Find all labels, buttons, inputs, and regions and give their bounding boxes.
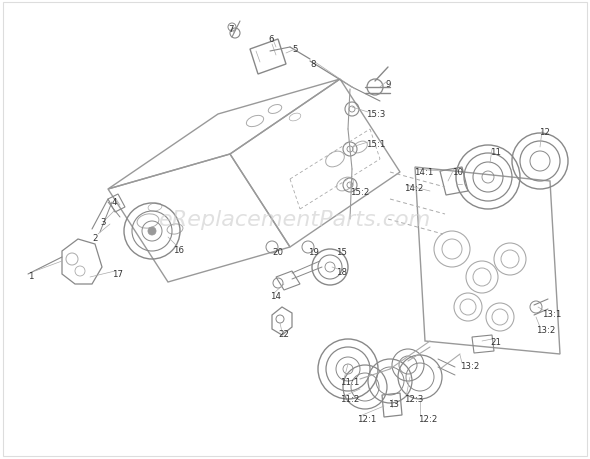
Text: eReplacementParts.com: eReplacementParts.com (159, 210, 431, 230)
Text: 12:1: 12:1 (357, 414, 376, 423)
Text: 19: 19 (308, 247, 319, 257)
Text: 12:2: 12:2 (418, 414, 437, 423)
Text: 22: 22 (278, 329, 289, 338)
Text: 18: 18 (336, 268, 347, 276)
Text: 14:2: 14:2 (404, 184, 424, 193)
Text: 12: 12 (539, 128, 550, 137)
Text: 21: 21 (490, 337, 501, 346)
Text: 15:2: 15:2 (350, 188, 369, 196)
Text: 17: 17 (112, 269, 123, 279)
Text: 11: 11 (490, 148, 501, 157)
Text: 6: 6 (268, 35, 274, 44)
Text: 9: 9 (385, 80, 391, 89)
Text: 13:1: 13:1 (542, 309, 561, 318)
Text: 3: 3 (100, 218, 106, 226)
Text: 4: 4 (112, 197, 117, 207)
Text: 10: 10 (452, 168, 463, 177)
Text: 7: 7 (228, 25, 234, 34)
Text: 15:3: 15:3 (366, 110, 385, 119)
Text: 15: 15 (336, 247, 347, 257)
Text: 11:2: 11:2 (340, 394, 359, 403)
Circle shape (148, 228, 156, 235)
Text: 13:2: 13:2 (460, 361, 480, 370)
Text: 14:1: 14:1 (414, 168, 434, 177)
Text: 20: 20 (272, 247, 283, 257)
Text: 11:1: 11:1 (340, 377, 359, 386)
Text: 13: 13 (388, 399, 399, 408)
Text: 14: 14 (270, 291, 281, 300)
Text: 2: 2 (92, 234, 97, 242)
Text: 5: 5 (292, 45, 297, 54)
Text: 12:3: 12:3 (404, 394, 424, 403)
Text: 8: 8 (310, 60, 316, 69)
Text: 13:2: 13:2 (536, 325, 555, 334)
Text: 15:1: 15:1 (366, 140, 385, 149)
Text: 16: 16 (173, 246, 184, 254)
Text: 1: 1 (28, 271, 34, 280)
